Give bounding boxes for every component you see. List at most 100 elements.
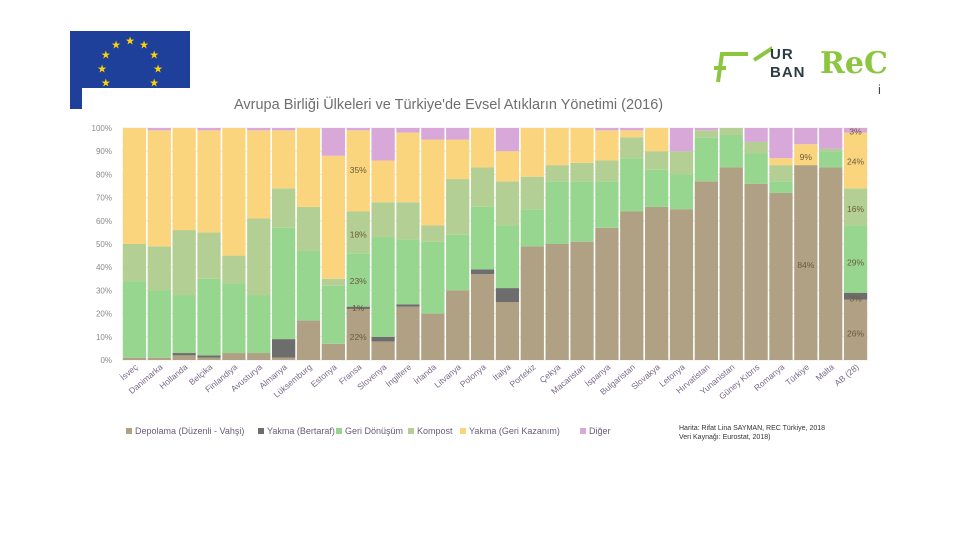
bar-segment	[446, 290, 470, 360]
bar-segment	[719, 128, 743, 135]
eu-star-icon: ★	[153, 63, 163, 76]
bar-segment	[570, 181, 594, 242]
bar-segment	[272, 130, 296, 189]
bar-segment	[744, 153, 768, 184]
bar-segment	[769, 165, 793, 182]
bar-segment	[122, 128, 147, 244]
bar-segment	[321, 278, 345, 286]
bar-segment	[147, 130, 171, 247]
bar-segment	[669, 151, 694, 175]
bar-segment	[769, 192, 793, 360]
bar-segment	[470, 206, 495, 270]
bar-segment	[520, 128, 544, 177]
bar-segment	[819, 167, 843, 360]
data-label: 29%	[847, 258, 864, 268]
credit-text: Harita: Rifat Lina SAYMAN, REC Türkiye, …	[679, 425, 825, 432]
y-tick-label: 70%	[96, 194, 112, 203]
legend-label: Yakma (Geri Kazanım)	[469, 426, 560, 436]
y-tick-label: 10%	[96, 333, 112, 342]
bar-segment	[296, 206, 321, 251]
bar-segment	[470, 167, 495, 207]
bar-segment	[272, 357, 296, 360]
bar-segment	[147, 246, 171, 291]
bar-segment	[371, 128, 395, 161]
bar-segment	[794, 165, 818, 360]
bar-segment	[371, 160, 395, 203]
bar-segment	[669, 128, 694, 152]
eu-star-icon: ★	[125, 35, 135, 48]
bar-segment	[470, 269, 495, 275]
bar-segment	[620, 158, 644, 212]
bar-segment	[669, 174, 694, 210]
bar-segment	[595, 160, 619, 182]
bar-segment	[122, 281, 147, 358]
bar-segment	[694, 128, 718, 131]
data-label: 84%	[797, 260, 814, 270]
category-label: Portekiz	[508, 362, 538, 389]
bar-segment	[719, 167, 743, 360]
category-label: Estonya	[309, 362, 339, 390]
bar-segment	[371, 202, 395, 238]
legend-swatch	[408, 428, 414, 434]
bar-segment	[296, 250, 321, 321]
logo-text-ban: BAN	[770, 64, 806, 81]
chart-title: Avrupa Birliği Ülkeleri ve Türkiye'de Ev…	[234, 95, 663, 113]
category-label: Hollanda	[157, 362, 189, 391]
bar-segment	[520, 246, 544, 360]
bar-segment	[570, 128, 594, 163]
bar-segment	[172, 353, 196, 356]
bar-segment	[396, 202, 420, 240]
bar-segment	[396, 132, 420, 203]
bar-segment	[620, 211, 644, 360]
bar-segment	[595, 128, 619, 131]
bar-segment	[421, 128, 445, 140]
bar-segment	[495, 151, 520, 182]
bar-segment	[122, 357, 147, 360]
bar-segment	[545, 165, 569, 182]
bar-segment	[346, 253, 370, 307]
bar-segment	[321, 155, 345, 279]
data-label: 9%	[800, 152, 813, 162]
eu-star-icon: ★	[100, 49, 111, 62]
y-tick-label: 100%	[92, 124, 112, 133]
bar-segment	[272, 128, 296, 131]
bar-segment	[545, 181, 569, 244]
bar-segment	[819, 151, 843, 168]
stacked-bar-chart: Avrupa Birliği Ülkeleri ve Türkiye'de Ev…	[92, 95, 868, 441]
bar-segment	[396, 239, 420, 305]
legend-swatch	[460, 428, 466, 434]
bar-segment	[396, 304, 420, 307]
y-tick-label: 0%	[100, 356, 112, 365]
bar-segment	[843, 132, 868, 189]
bar-segment	[321, 128, 345, 156]
house-icon	[714, 46, 772, 83]
bar-segment	[744, 141, 768, 154]
bar-segment	[794, 128, 818, 145]
bar-segment	[346, 308, 370, 360]
bar-segment	[247, 130, 271, 219]
bar-segment	[819, 148, 843, 152]
bar-segment	[495, 302, 520, 360]
y-tick-label: 40%	[96, 263, 112, 272]
bar-segment	[247, 353, 271, 360]
bar-segment	[794, 144, 818, 166]
bar-segment	[769, 128, 793, 159]
bar-segment	[371, 341, 395, 360]
bar-segment	[346, 306, 370, 309]
bar-segment	[147, 357, 171, 360]
bar-segment	[197, 278, 221, 356]
bar-segment	[197, 355, 221, 358]
bar-segment	[222, 353, 246, 360]
bar-segment	[172, 128, 196, 231]
bar-segment	[247, 218, 271, 296]
bar-segment	[620, 130, 644, 138]
category-label: İngiltere	[384, 362, 414, 389]
category-label: Polonya	[458, 362, 488, 390]
data-label: 26%	[847, 328, 864, 338]
bar-segment	[321, 285, 345, 344]
logo-text-tail: i	[878, 82, 881, 97]
eu-star-icon: ★	[149, 77, 160, 90]
bar-segment	[495, 225, 520, 289]
bar-segment	[595, 227, 619, 360]
bar-segment	[819, 128, 843, 149]
